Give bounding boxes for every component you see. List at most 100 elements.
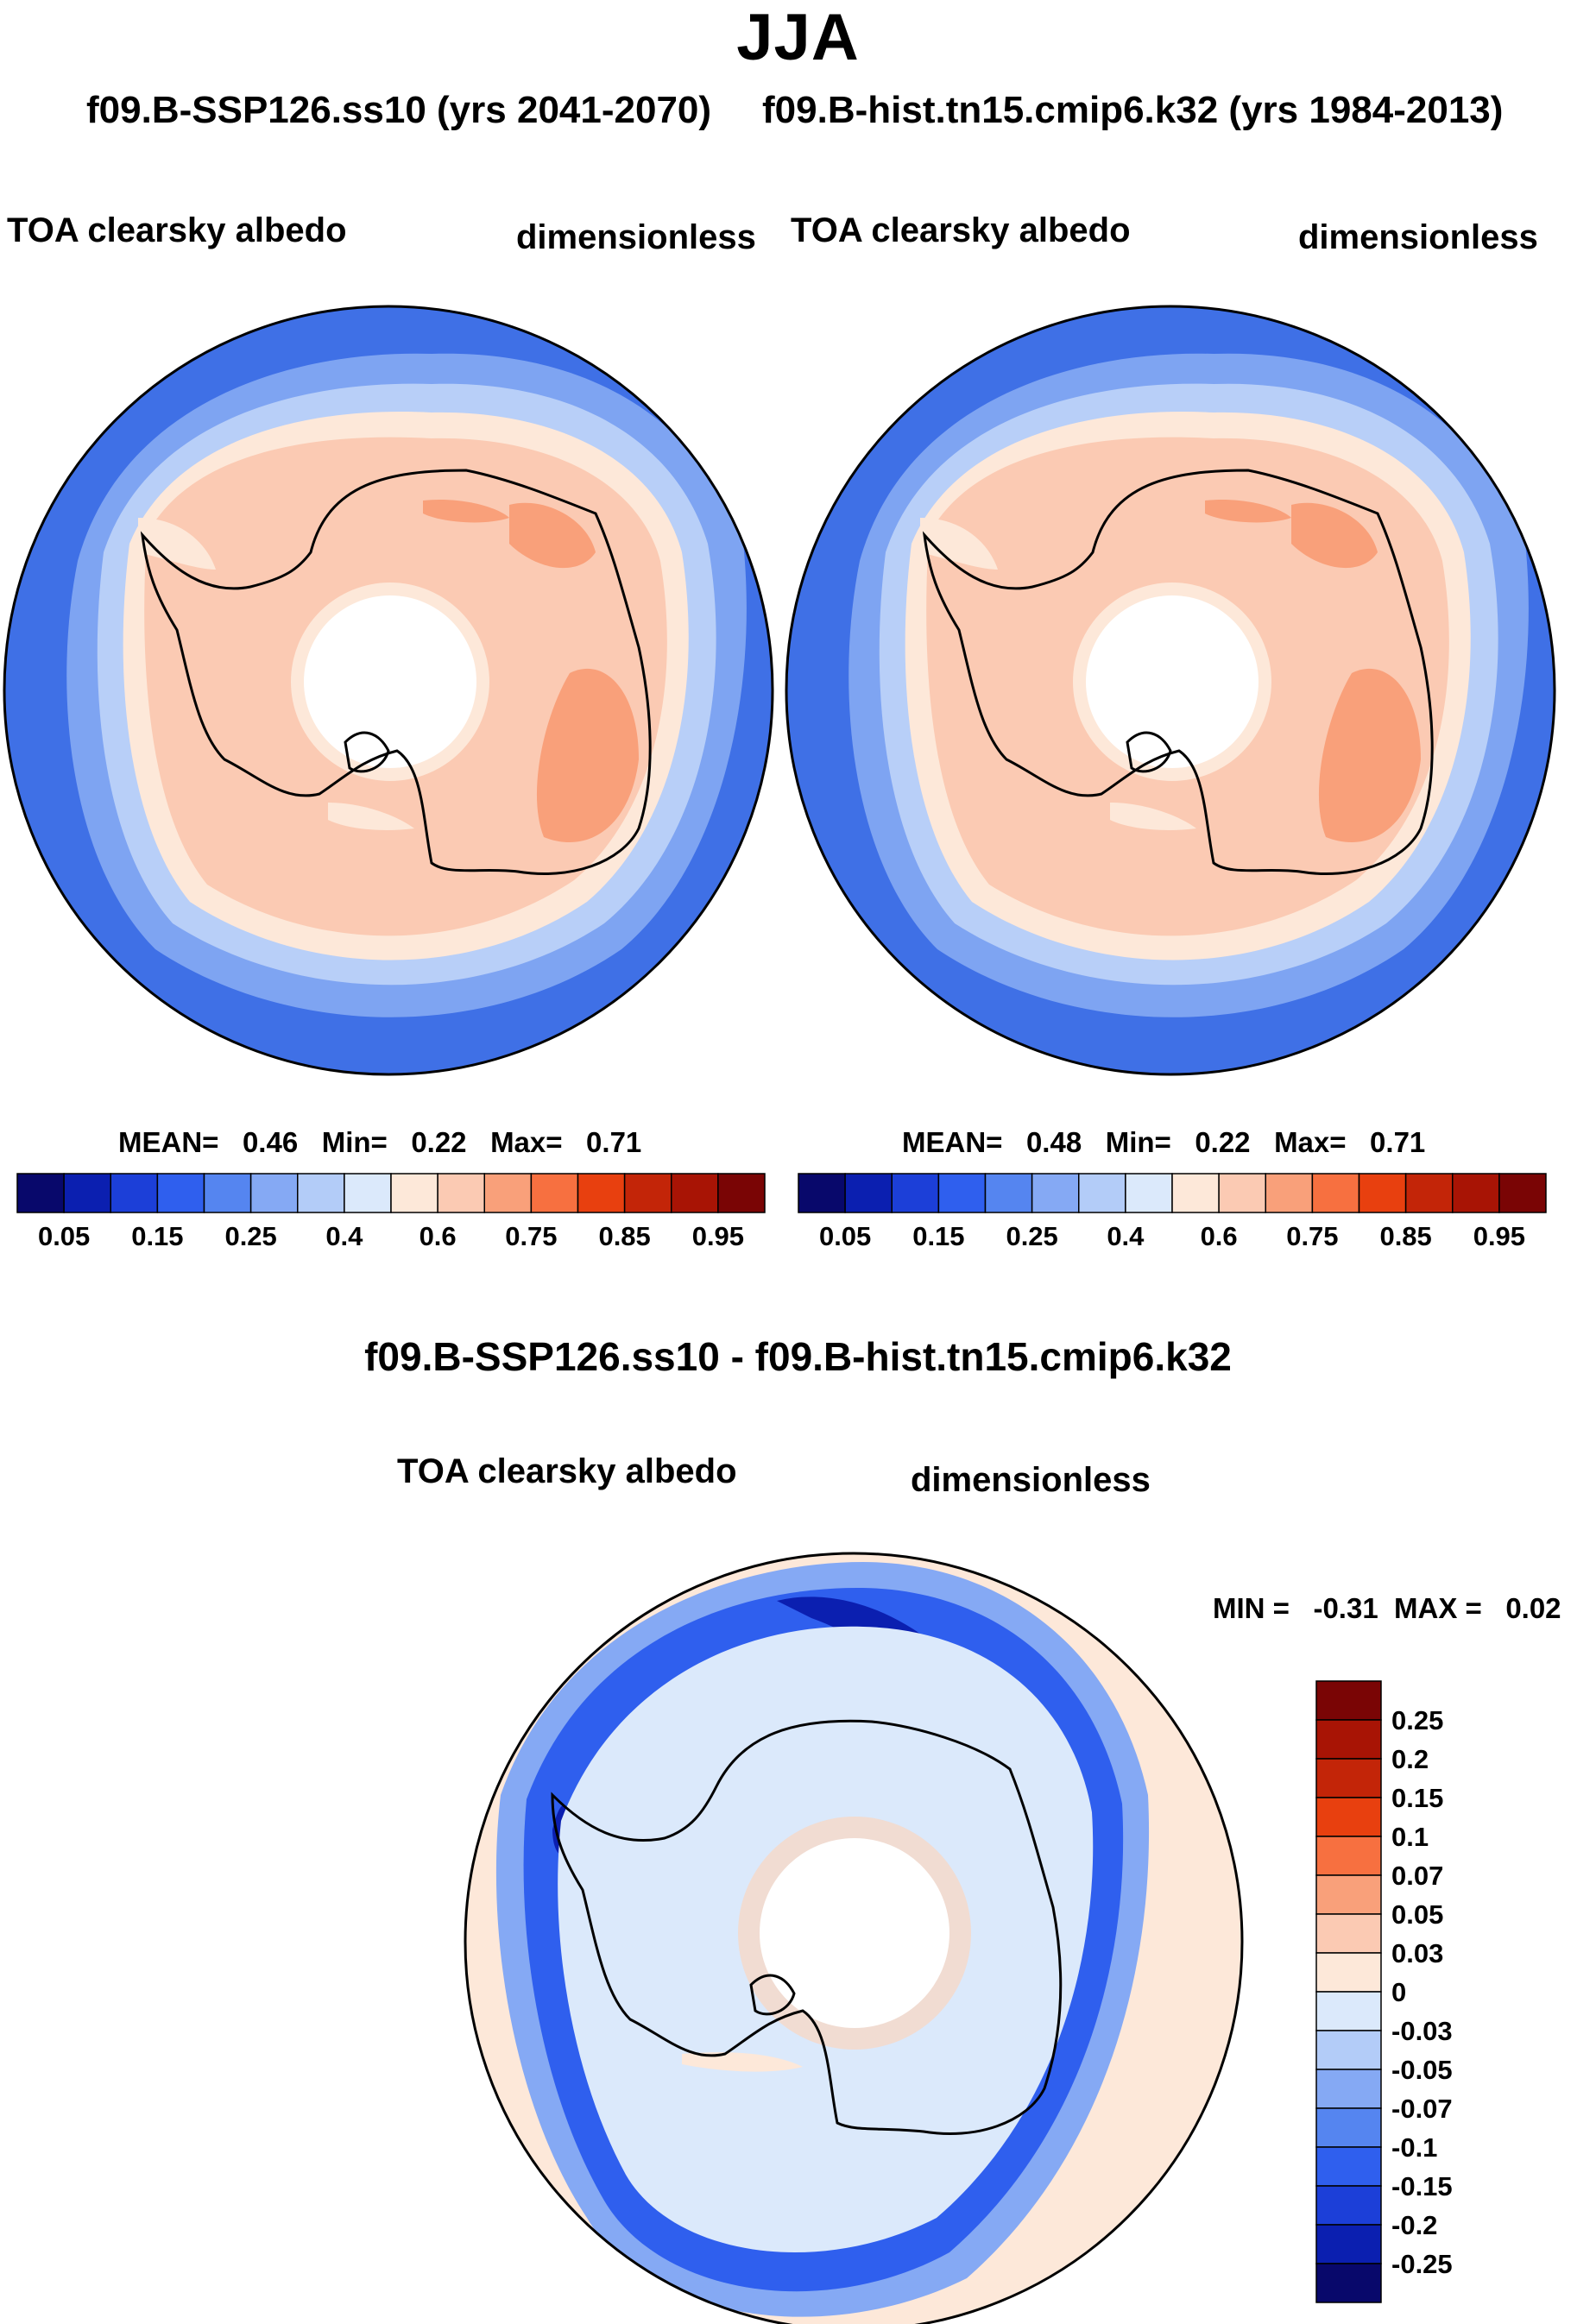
colorbar-control-run-tick-label: 0.05 <box>818 1221 872 1251</box>
panel2-max-value: 0.71 <box>1370 1126 1426 1158</box>
panel1-max-value: 0.71 <box>586 1126 642 1158</box>
colorbar-case-run-swatch <box>577 1173 626 1213</box>
colorbar-control-run-tick-label: 0.85 <box>1379 1221 1432 1251</box>
colorbar-case-run-swatch <box>344 1173 392 1213</box>
colorbar-difference-swatch <box>1315 1719 1382 1760</box>
panel1-min-label: Min= <box>321 1126 388 1158</box>
colorbar-control-run-swatch <box>1498 1173 1547 1213</box>
panel1-max-label: Max= <box>490 1126 563 1158</box>
colorbar-control-run-swatch <box>937 1173 987 1213</box>
colorbar-control-run-tick-label: 0.95 <box>1473 1221 1526 1251</box>
colorbar-case-run-swatch <box>390 1173 438 1213</box>
colorbar-difference-tick-label: -0.2 <box>1391 2210 1438 2240</box>
colorbar-difference-tick-label: -0.25 <box>1391 2249 1453 2279</box>
colorbar-case-run <box>16 1173 766 1213</box>
season-title: JJA <box>736 1 860 74</box>
colorbar-control-run-swatch <box>798 1173 846 1213</box>
colorbar-difference-tick-label: -0.05 <box>1391 2055 1453 2085</box>
panel1-stats: MEAN= 0.46 Min= 0.22 Max= 0.71 <box>118 1126 641 1159</box>
colorbar-case-run-swatch <box>156 1173 205 1213</box>
map-difference <box>464 1552 1244 2324</box>
colorbar-case-run-swatch <box>530 1173 579 1213</box>
colorbar-difference-swatch <box>1315 1874 1382 1915</box>
difference-max-label: MAX = <box>1394 1592 1482 1624</box>
colorbar-case-run-swatch <box>249 1173 299 1213</box>
colorbar-difference-swatch <box>1315 1913 1382 1954</box>
panel2-mean-value: 0.48 <box>1025 1126 1082 1158</box>
colorbar-difference-swatch <box>1315 1991 1382 2031</box>
panel2-max-label: Max= <box>1274 1126 1347 1158</box>
colorbar-difference-swatch <box>1315 2263 1382 2303</box>
colorbar-case-run-tick-label: 0.85 <box>598 1221 651 1251</box>
colorbar-case-run-tick-label: 0.4 <box>325 1221 363 1251</box>
colorbar-control-run-swatch <box>1265 1173 1314 1213</box>
colorbar-case-run-swatch <box>203 1173 252 1213</box>
panel2-min-value: 0.22 <box>1195 1126 1251 1158</box>
colorbar-control-run-swatch <box>1171 1173 1220 1213</box>
colorbar-difference-tick-label: 0.03 <box>1391 1938 1444 1968</box>
colorbar-control-run-swatch <box>1311 1173 1360 1213</box>
colorbar-difference-swatch <box>1315 1680 1382 1721</box>
colorbar-difference-swatch <box>1315 2030 1382 2070</box>
colorbar-difference-tick-label: 0 <box>1391 1977 1407 2007</box>
colorbar-control-run-swatch <box>1031 1173 1080 1213</box>
colorbar-difference-swatch <box>1315 1952 1382 1993</box>
colorbar-case-run-swatch <box>623 1173 672 1213</box>
colorbar-case-run-swatch <box>63 1173 111 1213</box>
difference-variable: TOA clearsky albedo <box>397 1452 737 1490</box>
colorbar-difference-swatch <box>1315 1797 1382 1837</box>
control-run-title: f09.B-hist.tn15.cmip6.k32 (yrs 1984-2013… <box>762 89 1504 131</box>
colorbar-difference-tick-label: 0.1 <box>1391 1822 1429 1852</box>
map-control-run <box>785 305 1556 1076</box>
colorbar-difference <box>1315 1680 1382 2303</box>
panel1-mean-value: 0.46 <box>242 1126 299 1158</box>
colorbar-control-run-swatch <box>984 1173 1033 1213</box>
colorbar-difference-swatch <box>1315 2146 1382 2187</box>
panel1-units: dimensionless <box>516 218 756 256</box>
colorbar-control-run <box>798 1173 1547 1213</box>
panel1-min-value: 0.22 <box>411 1126 467 1158</box>
colorbar-control-run-swatch <box>844 1173 893 1213</box>
colorbar-control-run-swatch <box>1404 1173 1454 1213</box>
colorbar-control-run-swatch <box>1078 1173 1126 1213</box>
colorbar-control-run-tick-label: 0.6 <box>1200 1221 1238 1251</box>
colorbar-control-run-swatch <box>1125 1173 1173 1213</box>
colorbar-case-run-tick-label: 0.75 <box>505 1221 558 1251</box>
panel2-min-label: Min= <box>1105 1126 1171 1158</box>
colorbar-difference-swatch <box>1315 2069 1382 2109</box>
difference-min-label: MIN = <box>1213 1592 1290 1624</box>
colorbar-control-run-swatch <box>1358 1173 1407 1213</box>
colorbar-case-run-tick-label: 0.6 <box>419 1221 457 1251</box>
colorbar-case-run-swatch <box>717 1173 766 1213</box>
colorbar-case-run-tick-label: 0.95 <box>691 1221 745 1251</box>
panel2-mean-label: MEAN= <box>902 1126 1003 1158</box>
panel1-variable: TOA clearsky albedo <box>7 211 347 249</box>
panel2-variable: TOA clearsky albedo <box>791 211 1131 249</box>
colorbar-case-run-swatch <box>297 1173 345 1213</box>
colorbar-control-run-tick-label: 0.75 <box>1286 1221 1339 1251</box>
colorbar-difference-tick-label: 0.2 <box>1391 1744 1429 1774</box>
colorbar-difference-swatch <box>1315 1836 1382 1876</box>
colorbar-difference-swatch <box>1315 2185 1382 2226</box>
colorbar-case-run-tick-label: 0.25 <box>224 1221 277 1251</box>
panel2-units: dimensionless <box>1298 218 1538 256</box>
colorbar-case-run-swatch <box>437 1173 485 1213</box>
map-case-run <box>3 305 774 1076</box>
colorbar-difference-tick-label: -0.07 <box>1391 2094 1453 2124</box>
colorbar-difference-tick-label: -0.1 <box>1391 2132 1438 2163</box>
difference-max-value: 0.02 <box>1505 1592 1561 1624</box>
colorbar-control-run-swatch <box>1218 1173 1266 1213</box>
colorbar-control-run-tick-label: 0.4 <box>1107 1221 1145 1251</box>
panel1-mean-label: MEAN= <box>118 1126 219 1158</box>
colorbar-case-run-tick-label: 0.05 <box>37 1221 91 1251</box>
colorbar-difference-tick-label: -0.03 <box>1391 2016 1453 2046</box>
colorbar-case-run-swatch <box>16 1173 65 1213</box>
colorbar-difference-tick-label: 0.07 <box>1391 1861 1444 1891</box>
colorbar-case-run-swatch <box>483 1173 533 1213</box>
colorbar-control-run-swatch <box>891 1173 940 1213</box>
difference-min-value: -0.31 <box>1313 1592 1378 1624</box>
panel2-stats: MEAN= 0.48 Min= 0.22 Max= 0.71 <box>902 1126 1425 1159</box>
colorbar-control-run-tick-label: 0.15 <box>912 1221 965 1251</box>
colorbar-case-run-tick-label: 0.15 <box>131 1221 184 1251</box>
colorbar-difference-swatch <box>1315 1758 1382 1798</box>
